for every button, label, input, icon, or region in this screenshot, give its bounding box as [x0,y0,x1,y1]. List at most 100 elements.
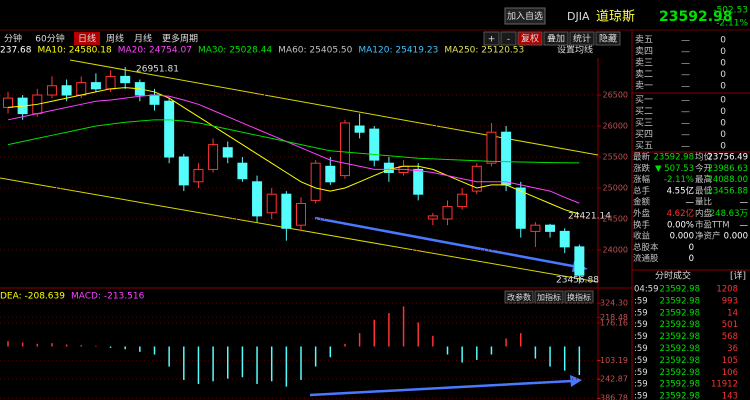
stat-value: 0 [689,254,694,264]
trade-volume: 143 [722,392,738,400]
book-volume: 0 [720,130,726,140]
trend-line [0,177,599,283]
legend-entry: MA10: 24580.18 [38,46,112,56]
trade-volume: 14 [727,308,738,318]
trade-price: 23592.98 [659,308,700,318]
stat-value: 0 [689,243,694,253]
candle-body [281,193,292,229]
tool-label[interactable]: 叠加 [547,34,565,45]
legend-entry: DEA: -208.639 [0,292,65,302]
annotation: 24421.14 [568,212,611,222]
trades-title: 分时成交 [655,270,691,282]
stat-value: — [740,220,749,230]
set-ma[interactable]: 设置均线 [557,44,593,56]
book-price: — [681,47,690,57]
book-label: 卖四 [635,46,653,57]
legend-entry: MACD: -213.516 [71,292,145,302]
trade-price: 23592.98 [659,296,700,306]
candle-body [486,131,497,164]
book-volume: 0 [720,119,726,129]
tool-label[interactable]: 隐藏 [599,33,617,45]
tab[interactable]: 周线 [106,33,124,45]
legend-entry: MA120: 25419.23 [358,46,438,56]
candle-body [296,202,306,226]
stat-label: 金额 [633,197,651,208]
stat-value: — [740,198,749,208]
stat-label: 总手 [633,185,651,196]
candle-body [164,100,175,158]
tool-button[interactable] [483,31,500,46]
indicator-button-label[interactable]: 加指标 [537,292,561,302]
book-volume: 0 [720,96,726,106]
book-label: 买四 [635,129,653,140]
book-price: — [681,36,690,46]
candle-body [457,193,468,208]
tool-button[interactable] [517,31,543,46]
trade-time: :59 [634,308,648,318]
tool-label[interactable]: - [507,35,510,45]
candle-body [252,181,263,217]
trade-volume: 568 [722,332,738,342]
indicator-button-label[interactable]: 改参数 [507,292,531,302]
tool-button[interactable] [595,31,621,46]
candle-body [501,131,512,186]
candle-body [105,75,116,90]
stat-label: 涨幅 [633,174,651,185]
indicator-button[interactable] [504,290,534,304]
trade-time: :59 [634,356,648,366]
symbol: DJIA [567,10,590,23]
tool-label[interactable]: + [488,35,496,45]
candle-body [266,193,277,214]
annotation: 23456.88 [556,276,599,286]
arrow-head [570,375,582,387]
candle-body [208,144,219,170]
candle-body [310,162,321,201]
tab[interactable]: 更多周期 [162,33,198,45]
indicator-button[interactable] [564,290,594,304]
trades-detail[interactable]: [详] [730,270,746,282]
candle-body [427,215,438,220]
y-tick-label: -242.87 [597,374,628,383]
tab[interactable]: 日线 [78,33,96,45]
y-tick-label: 324.30 [600,299,628,308]
add-watch-button[interactable] [504,7,546,25]
stat-value: 248.63万 [710,209,748,219]
add-watch-label[interactable]: 加入自选 [507,10,543,22]
tool-label[interactable]: 统计 [573,33,591,45]
tab[interactable]: 60分钟 [35,33,64,45]
trade-volume: 36 [727,344,738,354]
trade-price: 23592.98 [659,332,700,342]
candle-body [90,82,101,90]
tool-button[interactable] [543,31,569,46]
stat-value: 23592.98 [653,153,694,163]
book-label: 买三 [635,118,653,129]
trade-volume: 11912 [711,380,738,390]
stat-value: ▼ 507.53 [655,164,694,174]
trade-price: 23592.98 [659,392,700,400]
candle-body [76,82,87,96]
tab[interactable]: 分钟 [4,33,22,45]
trade-volume: 105 [722,356,738,366]
y-tick-label: 24000 [603,245,628,254]
candle-body [442,206,453,220]
book-label: 买二 [635,106,653,117]
tool-label[interactable]: 复权 [521,33,539,45]
book-price: — [681,119,690,129]
tool-button[interactable] [569,31,595,46]
trade-price: 23592.98 [659,320,700,330]
book-volume: 0 [720,59,726,69]
tab[interactable]: 月线 [134,33,152,45]
trade-price: 23592.98 [659,368,700,378]
y-tick-label: 24500 [603,214,628,223]
book-label: 买一 [635,95,653,106]
indicator-button-label[interactable]: 换指标 [567,292,591,302]
book-volume: 0 [720,82,726,92]
candle-body [515,187,526,229]
annotation: 26951.81 [136,65,179,75]
stat-value: 24088.00 [707,175,748,185]
book-label: 买五 [635,141,653,152]
book-price: — [681,107,690,117]
tool-button[interactable] [500,31,517,46]
candle-body [354,125,365,133]
stat-label: 收益 [633,231,651,242]
